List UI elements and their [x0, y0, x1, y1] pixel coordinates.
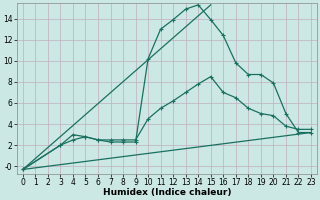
X-axis label: Humidex (Indice chaleur): Humidex (Indice chaleur) — [103, 188, 231, 197]
